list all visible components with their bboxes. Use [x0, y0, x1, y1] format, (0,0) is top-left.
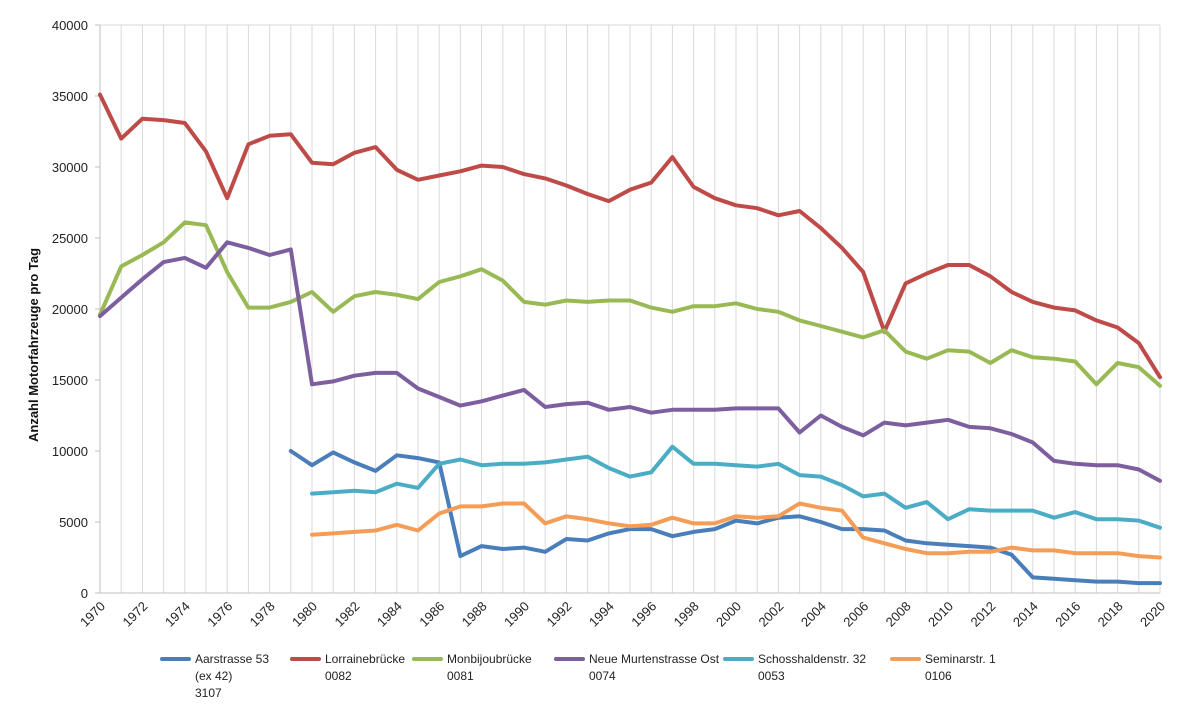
- y-tick-label: 5000: [59, 515, 88, 530]
- series-lines: [98, 92, 1162, 586]
- legend-item: Monbijoubrücke 0081: [412, 652, 532, 683]
- legend-label: (ex 42): [195, 669, 232, 683]
- legend-item: Seminarstr. 1 0106: [890, 652, 996, 683]
- y-tick-label: 15000: [52, 373, 88, 388]
- legend-item: Schosshaldenstr. 32 0053: [723, 652, 866, 683]
- y-tick-label: 20000: [52, 302, 88, 317]
- series-line-1: [288, 449, 1162, 586]
- legend-label: 0082: [325, 669, 352, 683]
- y-tick-label: 40000: [52, 18, 88, 33]
- y-tick-label: 0: [81, 586, 88, 601]
- legend-item: Aarstrasse 53 (ex 42) 3107: [160, 652, 269, 700]
- legend-label: Seminarstr. 1: [925, 652, 996, 666]
- y-tick-label: 10000: [52, 444, 88, 459]
- y-tick-label: 35000: [52, 89, 88, 104]
- legend-label: 3107: [195, 686, 222, 700]
- legend-label: 0074: [589, 669, 616, 683]
- legend-label: Neue Murtenstrasse Ost: [589, 652, 720, 666]
- legend-label: 0053: [758, 669, 785, 683]
- series-line-6: [310, 501, 1162, 560]
- y-axis-label: Anzahl Motorfahrzeuge pro Tag: [26, 248, 41, 442]
- legend-label: 0081: [447, 669, 474, 683]
- y-tick-label: 25000: [52, 231, 88, 246]
- legend: Aarstrasse 53 (ex 42) 3107 Lorrainebrücke 00…: [160, 652, 996, 700]
- series-line-2: [98, 92, 1162, 380]
- legend-label: 0106: [925, 669, 952, 683]
- series-line-5: [310, 444, 1162, 530]
- legend-label: Lorrainebrücke: [325, 652, 405, 666]
- series-line-4: [98, 240, 1162, 483]
- series-line-3: [98, 220, 1162, 388]
- legend-label: Monbijoubrücke: [447, 652, 532, 666]
- y-tick-labels: 0 5000 10000 15000 20000 25000 30000 35000 40000: [52, 18, 100, 601]
- y-tick-label: 30000: [52, 160, 88, 175]
- legend-label: Aarstrasse 53: [195, 652, 269, 666]
- legend-item: Lorrainebrücke 0082: [290, 652, 405, 683]
- legend-item: Neue Murtenstrasse Ost 0074: [554, 652, 720, 683]
- legend-label: Schosshaldenstr. 32: [758, 652, 866, 666]
